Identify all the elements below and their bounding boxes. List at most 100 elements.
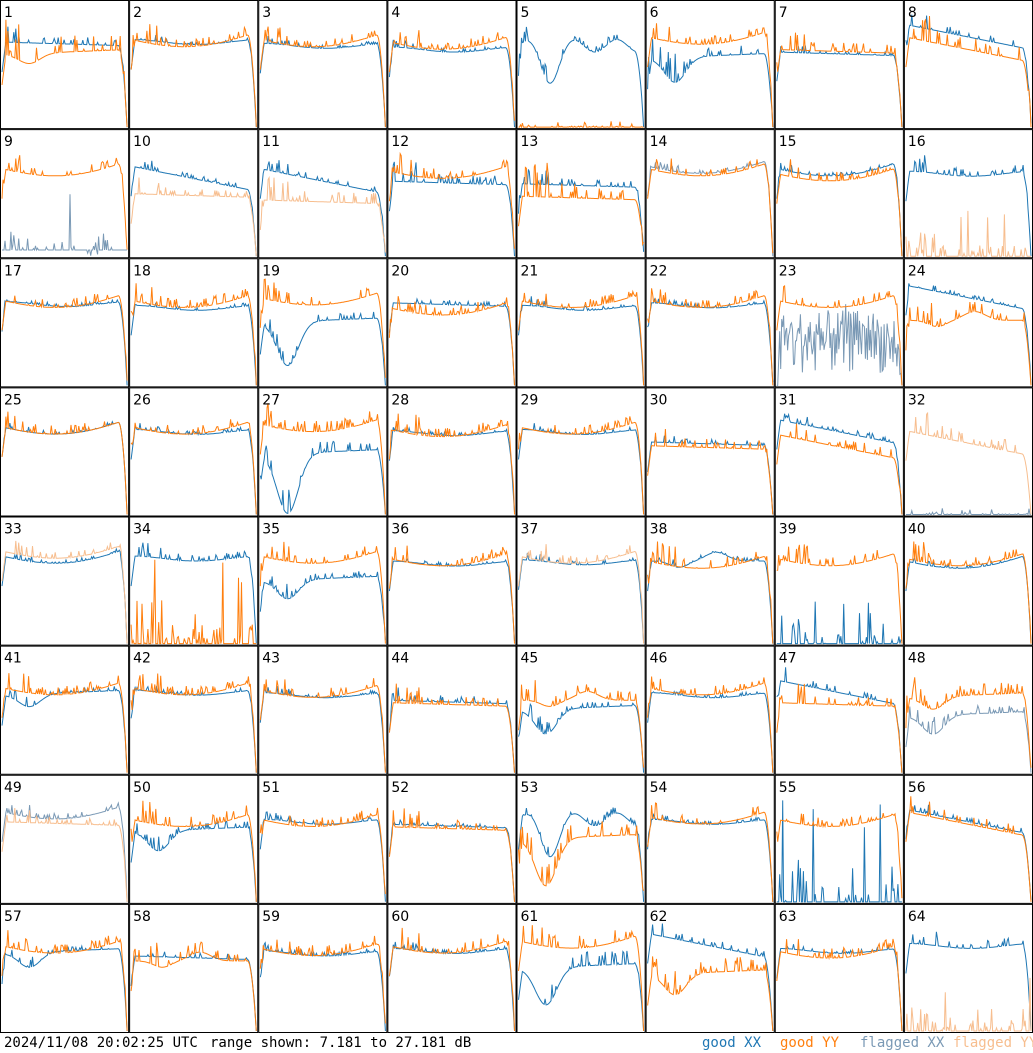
series-xx-61: [518, 950, 645, 1032]
series-xx-29: [518, 423, 645, 515]
panel-label: 7: [779, 5, 788, 21]
panel-label: 33: [4, 522, 22, 538]
panel-label: 43: [262, 651, 280, 667]
series-xx-39: [776, 601, 903, 646]
panel-13: 13: [516, 129, 646, 259]
panel-label: 31: [779, 392, 797, 408]
panel-frame: [645, 258, 775, 388]
series-xx-27: [259, 440, 386, 515]
series-xx-32: [905, 508, 1031, 516]
panel-frame: [516, 774, 646, 904]
series-yy-20: [388, 296, 515, 386]
panel-frame: [129, 645, 259, 775]
series-xx-46: [647, 690, 774, 773]
series-xx-54: [647, 812, 774, 902]
series-yy-34: [130, 559, 257, 645]
panel-46: 46: [645, 645, 775, 775]
panel-10: 10: [129, 129, 259, 259]
legend-flagged-yy: flagged YY: [953, 1035, 1033, 1051]
panel-label: 62: [650, 909, 668, 925]
panel-12: 12: [387, 129, 517, 259]
panel-frame: [0, 129, 130, 259]
series-yy-38: [647, 541, 774, 644]
panel-frame: [516, 129, 646, 259]
panel-label: 30: [650, 392, 668, 408]
series-yy-5: [518, 121, 644, 129]
panel-label: 9: [4, 134, 13, 150]
panel-60: 60: [387, 903, 517, 1033]
panel-11: 11: [258, 129, 388, 259]
series-xx-60: [388, 941, 515, 1032]
panel-frame: [129, 258, 259, 388]
panel-frame: [258, 645, 388, 775]
series-yy-25: [1, 411, 128, 515]
panel-label: 45: [521, 651, 539, 667]
panel-frame: [645, 129, 775, 259]
panel-43: 43: [258, 645, 388, 775]
panel-frame: [387, 129, 517, 259]
panel-label: 8: [908, 5, 917, 21]
panel-label: 25: [4, 392, 22, 408]
panel-2: 2: [129, 0, 259, 130]
panel-label: 50: [133, 780, 151, 796]
panel-label: 15: [779, 134, 797, 150]
panel-55: 55: [774, 774, 904, 904]
panel-frame: [645, 903, 775, 1033]
series-xx-14: [647, 161, 774, 257]
series-yy-15: [776, 159, 903, 257]
panel-26: 26: [129, 387, 259, 517]
series-yy-10: [130, 177, 257, 257]
series-yy-19: [259, 278, 386, 378]
series-xx-64: [905, 931, 1032, 1032]
panel-23: 23: [774, 258, 904, 388]
series-yy-52: [388, 808, 515, 902]
series-xx-33: [1, 547, 128, 644]
panel-28: 28: [387, 387, 517, 517]
panel-label: 44: [391, 651, 409, 667]
series-yy-31: [776, 423, 903, 515]
panel-label: 34: [133, 522, 151, 538]
series-xx-20: [388, 297, 515, 386]
panel-frame: [0, 258, 130, 388]
series-yy-30: [647, 428, 774, 515]
panel-20: 20: [387, 258, 517, 388]
series-yy-49: [1, 807, 128, 902]
panel-label: 32: [908, 392, 926, 408]
panel-32: 32: [903, 387, 1033, 517]
panel-label: 60: [391, 909, 409, 925]
series-xx-52: [388, 818, 515, 902]
panel-17: 17: [0, 258, 130, 388]
panel-frame: [516, 387, 646, 517]
panel-label: 57: [4, 909, 22, 925]
series-xx-4: [388, 39, 515, 128]
panel-6: 6: [645, 0, 775, 130]
panel-label: 3: [262, 5, 271, 21]
panel-16: 16: [903, 129, 1033, 259]
series-yy-55: [776, 812, 903, 899]
series-yy-59: [259, 935, 386, 1024]
panel-49: 49: [0, 774, 130, 904]
panel-label: 11: [262, 134, 280, 150]
panel-21: 21: [516, 258, 646, 388]
panel-30: 30: [645, 387, 775, 517]
series-yy-7: [776, 32, 903, 128]
panel-63: 63: [774, 903, 904, 1033]
panel-25: 25: [0, 387, 130, 517]
series-yy-50: [130, 800, 257, 902]
panel-29: 29: [516, 387, 646, 517]
series-xx-26: [130, 423, 257, 515]
panel-22: 22: [645, 258, 775, 388]
panel-label: 1: [4, 5, 13, 21]
series-yy-27: [259, 403, 386, 515]
panel-label: 35: [262, 522, 280, 538]
series-yy-58: [130, 941, 257, 1032]
panel-label: 4: [391, 5, 400, 21]
panel-1: 1: [0, 0, 130, 130]
series-yy-28: [388, 413, 515, 515]
panel-31: 31: [774, 387, 904, 517]
panel-frame: [258, 903, 388, 1033]
panel-frame: [516, 0, 646, 130]
panel-27: 27: [258, 387, 388, 517]
panel-label: 53: [521, 780, 539, 796]
